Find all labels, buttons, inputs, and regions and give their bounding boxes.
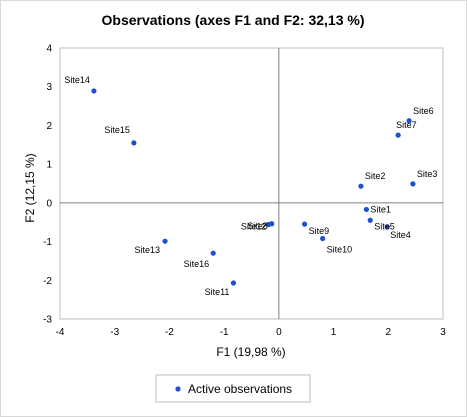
plot-area-border [59, 47, 444, 320]
x-tick-label: 0 [276, 327, 282, 338]
y-tick-label: 1 [46, 160, 52, 171]
x-tick-label: -4 [56, 327, 65, 338]
point-label: Site6 [413, 106, 434, 116]
data-point [131, 140, 137, 146]
data-point [367, 217, 373, 223]
data-point [210, 250, 216, 256]
y-tick-label: -1 [43, 237, 52, 248]
chart-title: Observations (axes F1 and F2: 32,13 %) [102, 12, 365, 28]
legend-box [155, 374, 311, 403]
data-point [384, 224, 390, 230]
point-label: Site14 [64, 75, 90, 85]
x-tick-label: -2 [165, 327, 174, 338]
point-label: Site1 [370, 204, 391, 214]
data-point [269, 221, 275, 227]
data-points [91, 88, 416, 286]
data-point [230, 280, 237, 286]
data-point [91, 88, 97, 94]
legend-label: Active observations [188, 382, 292, 396]
y-tick-labels: -3 -2 -1 0 1 2 3 4 [43, 44, 52, 326]
y-axis-label: F2 (12,15 %) [23, 153, 37, 222]
point-label: Site15 [104, 125, 130, 135]
x-tick-label: 3 [440, 327, 446, 338]
legend: Active observations [155, 374, 311, 403]
data-point [410, 181, 416, 187]
point-label: Site8 [247, 221, 268, 231]
point-label: Site11 [205, 287, 230, 297]
legend-marker [175, 386, 181, 392]
y-tick-label: 4 [46, 44, 52, 55]
data-point [406, 118, 412, 124]
data-point [162, 238, 168, 244]
point-labels: Site14Site15Site13Site16Site11Site12Site… [64, 75, 437, 297]
data-point [320, 235, 326, 242]
y-tick-label: 3 [46, 82, 52, 93]
point-label: Site12 [241, 222, 267, 232]
x-tick-label: -1 [220, 327, 229, 338]
x-tick-label: 1 [331, 327, 337, 338]
y-tick-label: 0 [46, 198, 52, 209]
point-label: Site5 [374, 221, 395, 231]
x-tick-labels: -4 -3 -2 -1 0 1 2 3 [56, 327, 447, 338]
data-point [363, 206, 369, 213]
y-tick-label: 2 [46, 121, 52, 132]
data-point [301, 221, 308, 227]
x-tick-label: -3 [110, 327, 119, 338]
x-axis-label: F1 (19,98 %) [216, 345, 285, 359]
point-label: Site4 [390, 230, 411, 240]
y-tick-label: -3 [43, 315, 52, 326]
point-label: Site9 [309, 226, 330, 236]
y-tick-label: -2 [43, 276, 52, 287]
point-label: Site3 [417, 169, 438, 179]
point-label: Site16 [184, 259, 210, 269]
data-point [395, 132, 401, 138]
point-label: Site2 [365, 171, 386, 181]
point-label: Site7 [396, 120, 417, 130]
x-tick-label: 2 [386, 327, 392, 338]
point-label: Site13 [135, 245, 161, 255]
data-point [358, 183, 364, 189]
point-label: Site10 [327, 244, 353, 254]
